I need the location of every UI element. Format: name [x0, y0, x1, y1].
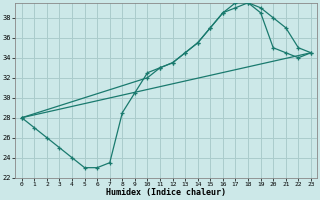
X-axis label: Humidex (Indice chaleur): Humidex (Indice chaleur) [106, 188, 226, 197]
